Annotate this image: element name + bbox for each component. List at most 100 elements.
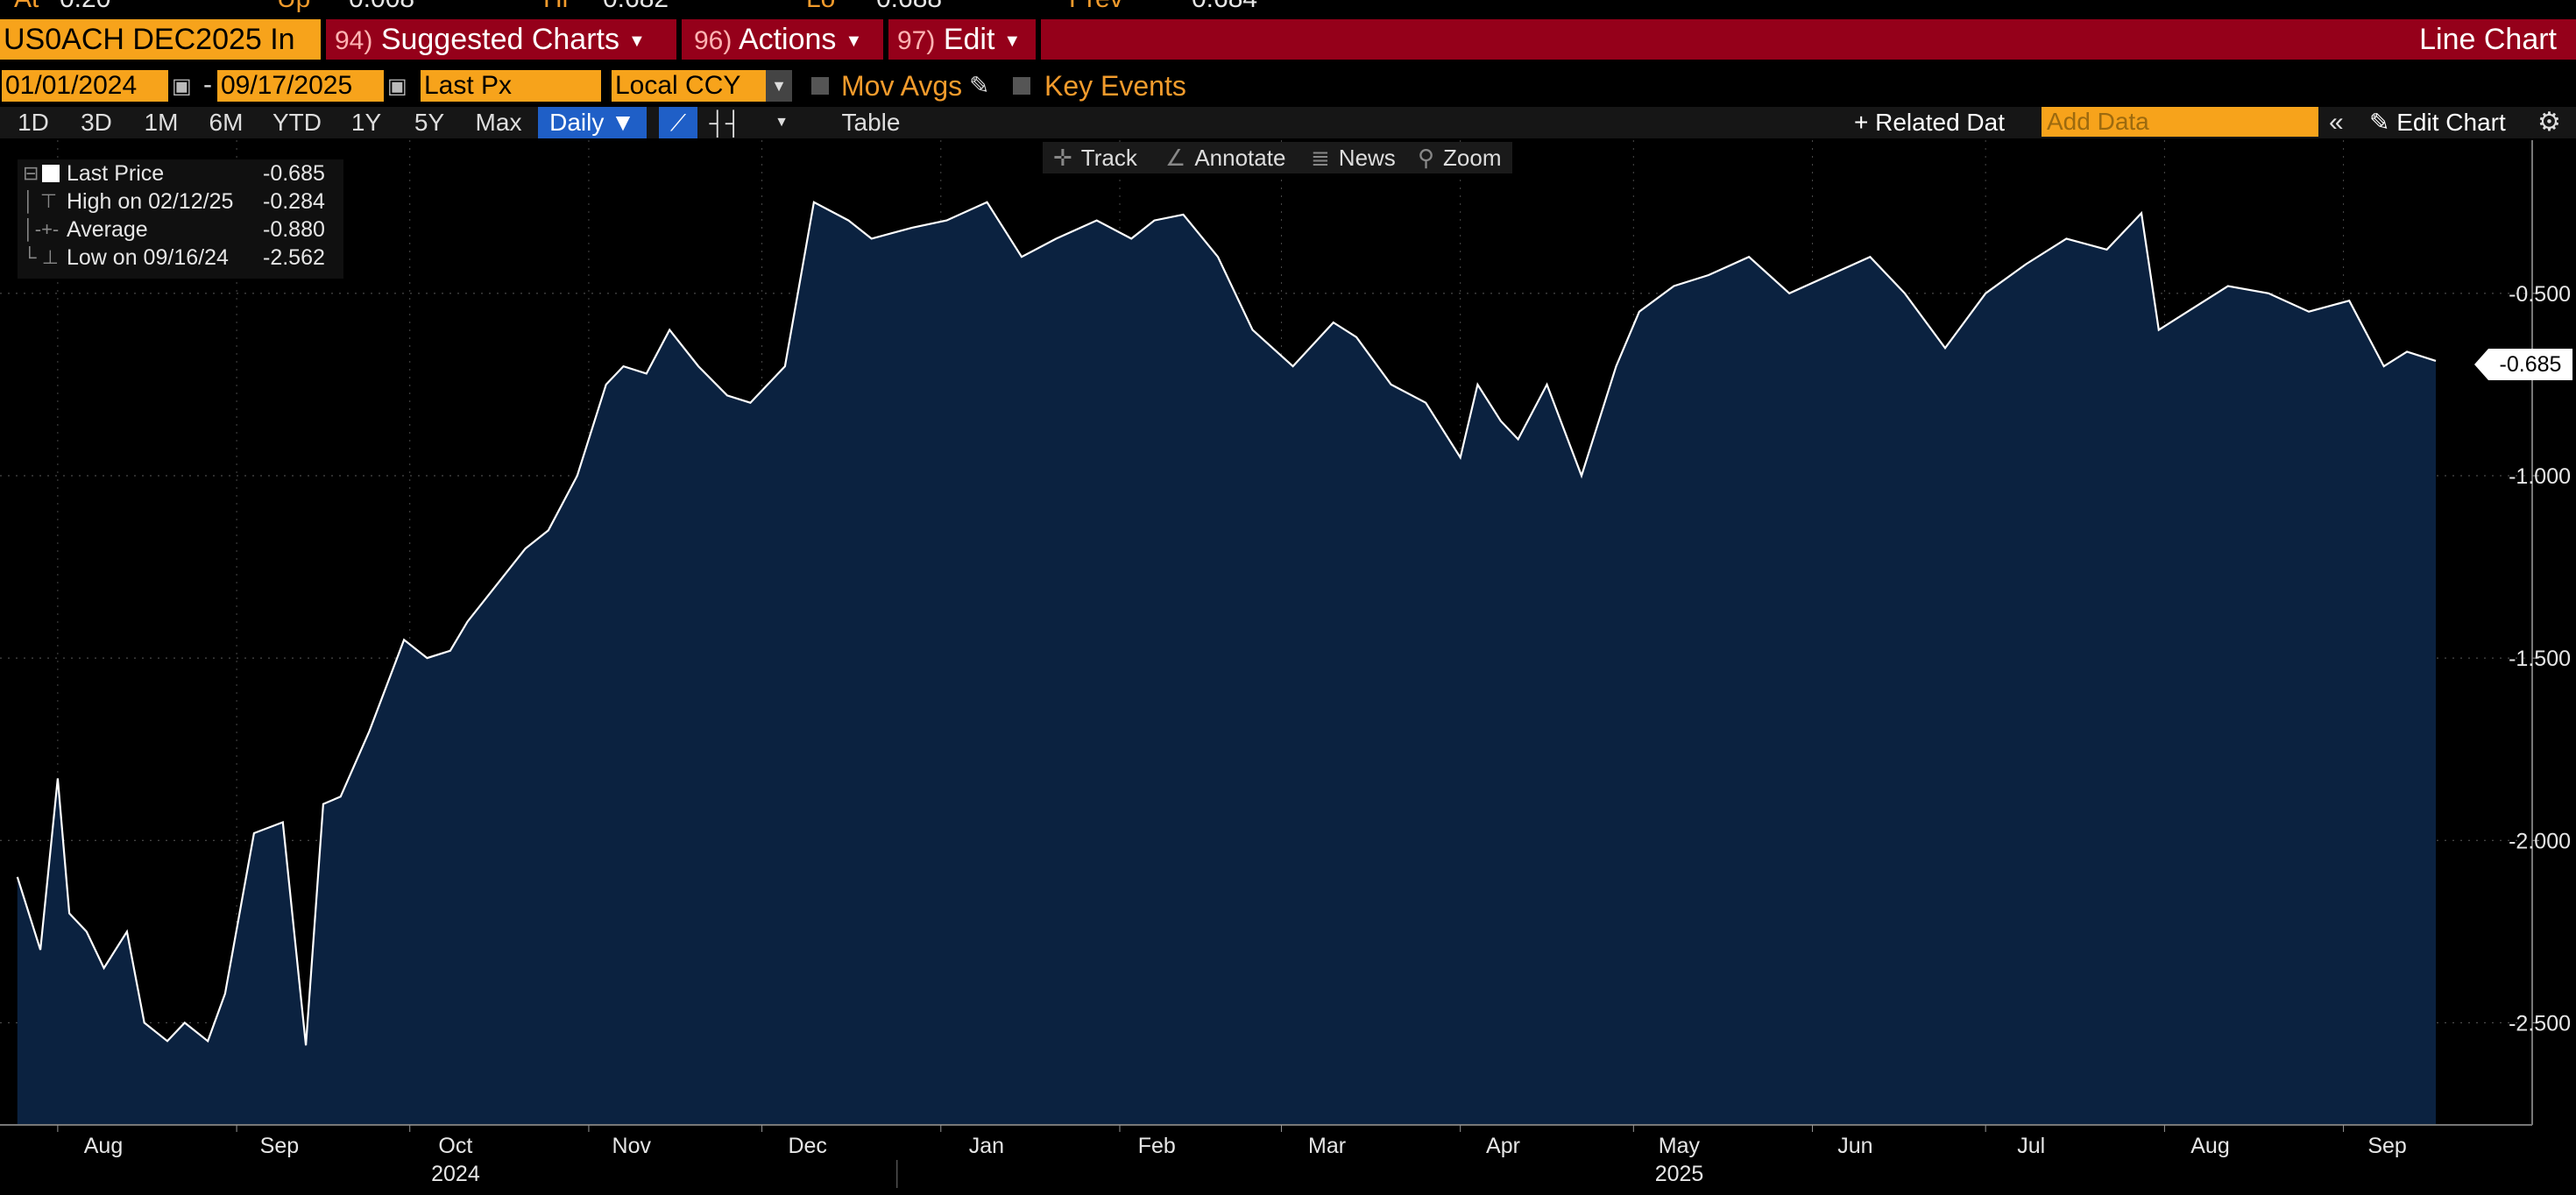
range-3d[interactable]: 3D [81,109,112,136]
x-tick-label: Sep [260,1134,299,1158]
x-tick-label: Sep [2367,1134,2406,1158]
calendar-icon[interactable]: ▣ [172,74,192,98]
range-5y[interactable]: 5Y [414,109,445,136]
quote-last-label: At [14,0,39,14]
legend-last-price[interactable]: ⊟ Last Price -0.685 [18,159,343,187]
annotate-icon: ∠ [1165,145,1186,171]
price-line [16,201,2437,1046]
suggested-charts-label: Suggested Charts [380,23,619,56]
y-axis: -0.500 -1.000 -1.500 -2.000 -2.500 [2509,282,2571,1036]
collapse-box-icon[interactable]: ⊟ [23,162,39,184]
legend-low-value: -2.562 [263,245,325,270]
x-tick-label: Nov [612,1134,652,1158]
last-price-tag: -0.685 [2474,349,2572,380]
legend-avg-label: Average [67,217,148,242]
zoom-label: Zoom [1443,145,1502,171]
actions-label: Actions [738,23,837,56]
annotate-label: Annotate [1194,145,1286,171]
end-date-field[interactable]: 09/17/2025 [217,70,384,102]
chart-type-title: Line Chart [2419,23,2557,56]
start-date-field[interactable]: 01/01/2024 [2,70,168,102]
calendar-icon[interactable]: ▣ [387,74,407,98]
edit-chart-label: Edit Chart [2396,109,2506,136]
edit-number: 97) [897,26,936,55]
range-1d[interactable]: 1D [18,109,49,136]
edit-chart-button[interactable]: ✎ Edit Chart [2369,107,2506,138]
chevron-down-icon[interactable]: ▼ [775,115,789,130]
pencil-icon[interactable]: ✎ [969,72,990,99]
x-year-label: 2025 [1655,1162,1704,1186]
x-tick-label: Mar [1308,1134,1346,1158]
high-marker-icon: │ ⊤ [23,190,58,212]
ticker-field[interactable]: US0ACH DEC2025 In [0,19,321,60]
actions-number: 96) [694,26,732,55]
legend-high: │ ⊤ High on 02/12/25 -0.284 [18,187,343,216]
line-chart-icon[interactable]: ⟋ [659,107,697,138]
menu-separator [676,19,682,60]
add-data-input[interactable] [2042,107,2318,137]
track-button[interactable]: ✛ Track [1053,142,1137,173]
legend-last-label: Last Price [67,161,165,186]
range-max[interactable]: Max [475,109,522,136]
quote-lo-value: 0.688 [876,0,942,14]
x-tick-label: Apr [1486,1134,1520,1158]
average-marker-icon: │-+- [23,218,60,240]
frequency-selector[interactable]: Daily ▼ [538,107,647,138]
gear-icon[interactable]: ⚙ [2537,108,2561,137]
date-separator: - [203,70,212,99]
quote-hi-label: Hi [543,0,568,14]
collapse-icon[interactable]: « [2329,108,2344,137]
crosshair-icon: ✛ [1053,145,1072,171]
legend-high-label: High on 02/12/25 [67,189,234,214]
chevron-down-icon[interactable]: ▼ [766,70,792,102]
actions-button[interactable]: 96) Actions ▼ [694,19,862,60]
low-marker-icon: └ ⊥ [23,246,59,268]
mov-avgs-checkbox[interactable] [811,77,829,95]
legend-high-value: -0.284 [263,189,325,214]
legend-swatch [42,165,60,182]
annotate-button[interactable]: ∠ Annotate [1165,142,1285,173]
chevron-down-icon: ▼ [845,32,863,52]
x-tick-label: Aug [2190,1134,2229,1158]
range-1m[interactable]: 1M [144,109,179,136]
edit-label: Edit [943,23,995,56]
y-tick-label: -1.000 [2509,464,2571,489]
mov-avgs-label[interactable]: Mov Avgs [841,70,963,102]
quote-lo-label: Lo [806,0,835,14]
price-area [17,202,2436,1125]
key-events-checkbox[interactable] [1013,77,1030,95]
legend-low: └ ⊥ Low on 09/16/24 -2.562 [18,244,343,272]
zoom-button[interactable]: ⚲ Zoom [1418,142,1502,173]
key-events-label[interactable]: Key Events [1044,70,1186,102]
news-icon: ≣ [1311,145,1330,171]
range-1y[interactable]: 1Y [350,109,382,136]
chart-legend: ⊟ Last Price -0.685 │ ⊤ High on 02/12/25… [18,159,343,279]
currency-selector[interactable]: Local CCY [612,70,766,102]
edit-button[interactable]: 97) Edit ▼ [897,19,1021,60]
legend-last-value: -0.685 [263,161,325,186]
x-year-label: 2024 [431,1162,480,1186]
news-button[interactable]: ≣ News [1311,142,1396,173]
quote-prev-label: Prev [1069,0,1123,14]
suggested-charts-button[interactable]: 94) Suggested Charts ▼ [335,19,646,60]
track-label: Track [1080,145,1137,171]
x-tick-label: Dec [788,1134,826,1158]
price-chart[interactable]: -0.500 -1.000 -1.500 -2.000 -2.500 Aug Sep Oct… [0,140,2576,1195]
quote-hi-value: 0.682 [603,0,669,14]
related-data-button[interactable]: + Related Dat [1854,109,2005,136]
candlestick-icon[interactable]: ┤┤ [709,110,742,136]
range-ytd[interactable]: YTD [272,109,322,136]
pencil-icon: ✎ [2369,109,2390,136]
table-button[interactable]: Table [841,109,901,136]
field-selector[interactable]: Last Px [421,70,601,102]
menu-separator [1036,19,1041,60]
range-6m[interactable]: 6M [209,109,244,136]
quote-up-value: 0.008 [349,0,414,14]
quote-up-label: Up [277,0,310,14]
y-tick-label: -2.500 [2509,1011,2571,1036]
news-label: News [1338,145,1396,171]
chevron-down-icon: ▼ [627,32,646,52]
quote-last-value: 0.20 [60,0,110,14]
suggested-charts-number: 94) [335,26,373,55]
x-axis: Aug Sep Oct Nov Dec Jan Feb Mar Apr May Jun Jul Aug S… [57,1125,2407,1188]
